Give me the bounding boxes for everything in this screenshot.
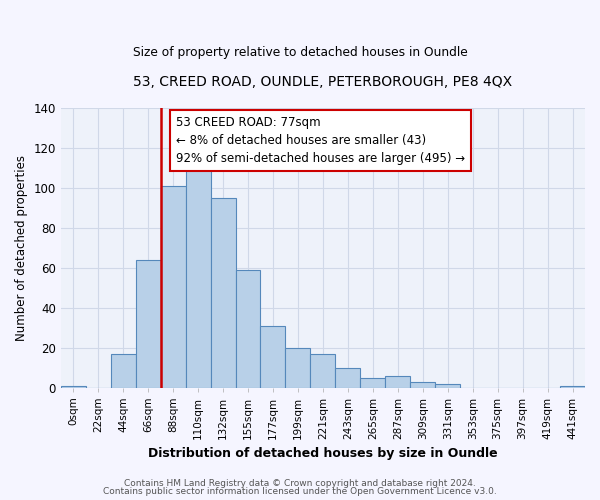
- Bar: [211, 198, 236, 388]
- Y-axis label: Number of detached properties: Number of detached properties: [15, 155, 28, 341]
- Bar: [560, 386, 585, 388]
- Bar: [286, 348, 310, 388]
- Text: Contains HM Land Registry data © Crown copyright and database right 2024.: Contains HM Land Registry data © Crown c…: [124, 480, 476, 488]
- Bar: [335, 368, 361, 388]
- Bar: [136, 260, 161, 388]
- Bar: [260, 326, 286, 388]
- Bar: [161, 186, 185, 388]
- Bar: [236, 270, 260, 388]
- Bar: [361, 378, 385, 388]
- Bar: [310, 354, 335, 388]
- X-axis label: Distribution of detached houses by size in Oundle: Distribution of detached houses by size …: [148, 447, 498, 460]
- Text: Size of property relative to detached houses in Oundle: Size of property relative to detached ho…: [133, 46, 467, 59]
- Bar: [435, 384, 460, 388]
- Bar: [185, 162, 211, 388]
- Bar: [385, 376, 410, 388]
- Bar: [111, 354, 136, 388]
- Bar: [61, 386, 86, 388]
- Bar: [410, 382, 435, 388]
- Text: 53 CREED ROAD: 77sqm
← 8% of detached houses are smaller (43)
92% of semi-detach: 53 CREED ROAD: 77sqm ← 8% of detached ho…: [176, 116, 465, 165]
- Text: Contains public sector information licensed under the Open Government Licence v3: Contains public sector information licen…: [103, 487, 497, 496]
- Title: 53, CREED ROAD, OUNDLE, PETERBOROUGH, PE8 4QX: 53, CREED ROAD, OUNDLE, PETERBOROUGH, PE…: [133, 75, 512, 89]
